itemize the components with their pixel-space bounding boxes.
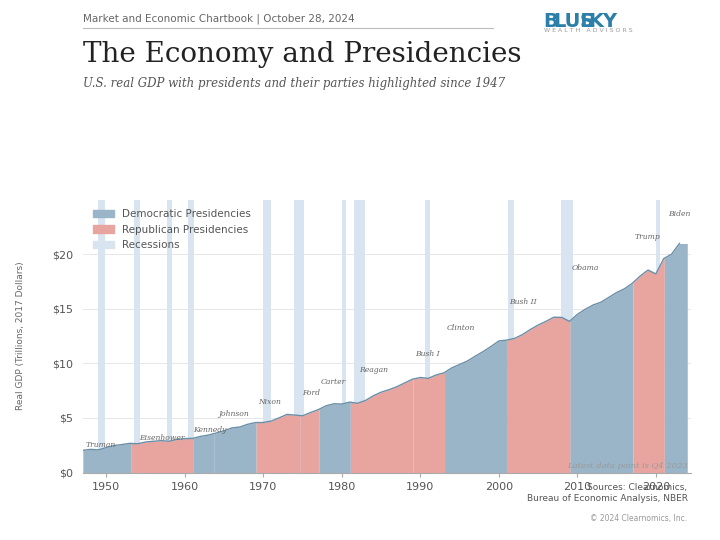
Text: © 2024 Clearnomics, Inc.: © 2024 Clearnomics, Inc.	[590, 514, 688, 523]
Bar	[342, 200, 346, 472]
Text: Kennedy: Kennedy	[194, 426, 227, 434]
Text: Latest data point is Q4 2023: Latest data point is Q4 2023	[567, 462, 688, 470]
Text: Nixon: Nixon	[258, 398, 281, 406]
Text: Obama: Obama	[572, 264, 599, 272]
Bar	[508, 200, 514, 472]
Bar	[294, 200, 304, 472]
Text: Market and Economic Chartbook | October 28, 2024: Market and Economic Chartbook | October …	[83, 14, 354, 24]
Text: Reagan: Reagan	[359, 366, 388, 374]
Text: Johnson: Johnson	[218, 410, 248, 418]
Text: Bush I: Bush I	[415, 350, 439, 358]
Text: S: S	[580, 12, 593, 31]
Text: U.S. real GDP with presidents and their parties highlighted since 1947: U.S. real GDP with presidents and their …	[83, 77, 505, 90]
Bar	[188, 200, 194, 472]
Text: LUE: LUE	[553, 12, 593, 31]
Text: Clinton: Clinton	[446, 324, 474, 332]
Text: Trump: Trump	[634, 233, 660, 241]
Bar	[561, 200, 573, 472]
Legend: Democratic Presidencies, Republican Presidencies, Recessions: Democratic Presidencies, Republican Pres…	[89, 205, 256, 254]
Text: The Economy and Presidencies: The Economy and Presidencies	[83, 40, 521, 68]
Y-axis label: Real GDP (Trillions, 2017 Dollars): Real GDP (Trillions, 2017 Dollars)	[16, 262, 25, 410]
Bar	[263, 200, 271, 472]
Text: Carter: Carter	[320, 379, 346, 386]
Bar	[166, 200, 172, 472]
Bar	[98, 200, 105, 472]
Text: KY: KY	[588, 12, 617, 31]
Text: B: B	[544, 12, 558, 31]
Text: W E A L T H   A D V I S O R S: W E A L T H A D V I S O R S	[544, 28, 632, 33]
Text: Biden: Biden	[667, 211, 690, 218]
Bar	[134, 200, 140, 472]
Text: Sources: Clearnomics,
Bureau of Economic Analysis, NBER: Sources: Clearnomics, Bureau of Economic…	[526, 483, 688, 503]
Text: Bush II: Bush II	[509, 298, 536, 306]
Text: Truman: Truman	[85, 441, 115, 449]
Bar	[656, 200, 660, 472]
Text: Eisenhower: Eisenhower	[140, 434, 185, 442]
Bar	[425, 200, 430, 472]
Text: Ford: Ford	[302, 389, 320, 397]
Bar	[354, 200, 365, 472]
